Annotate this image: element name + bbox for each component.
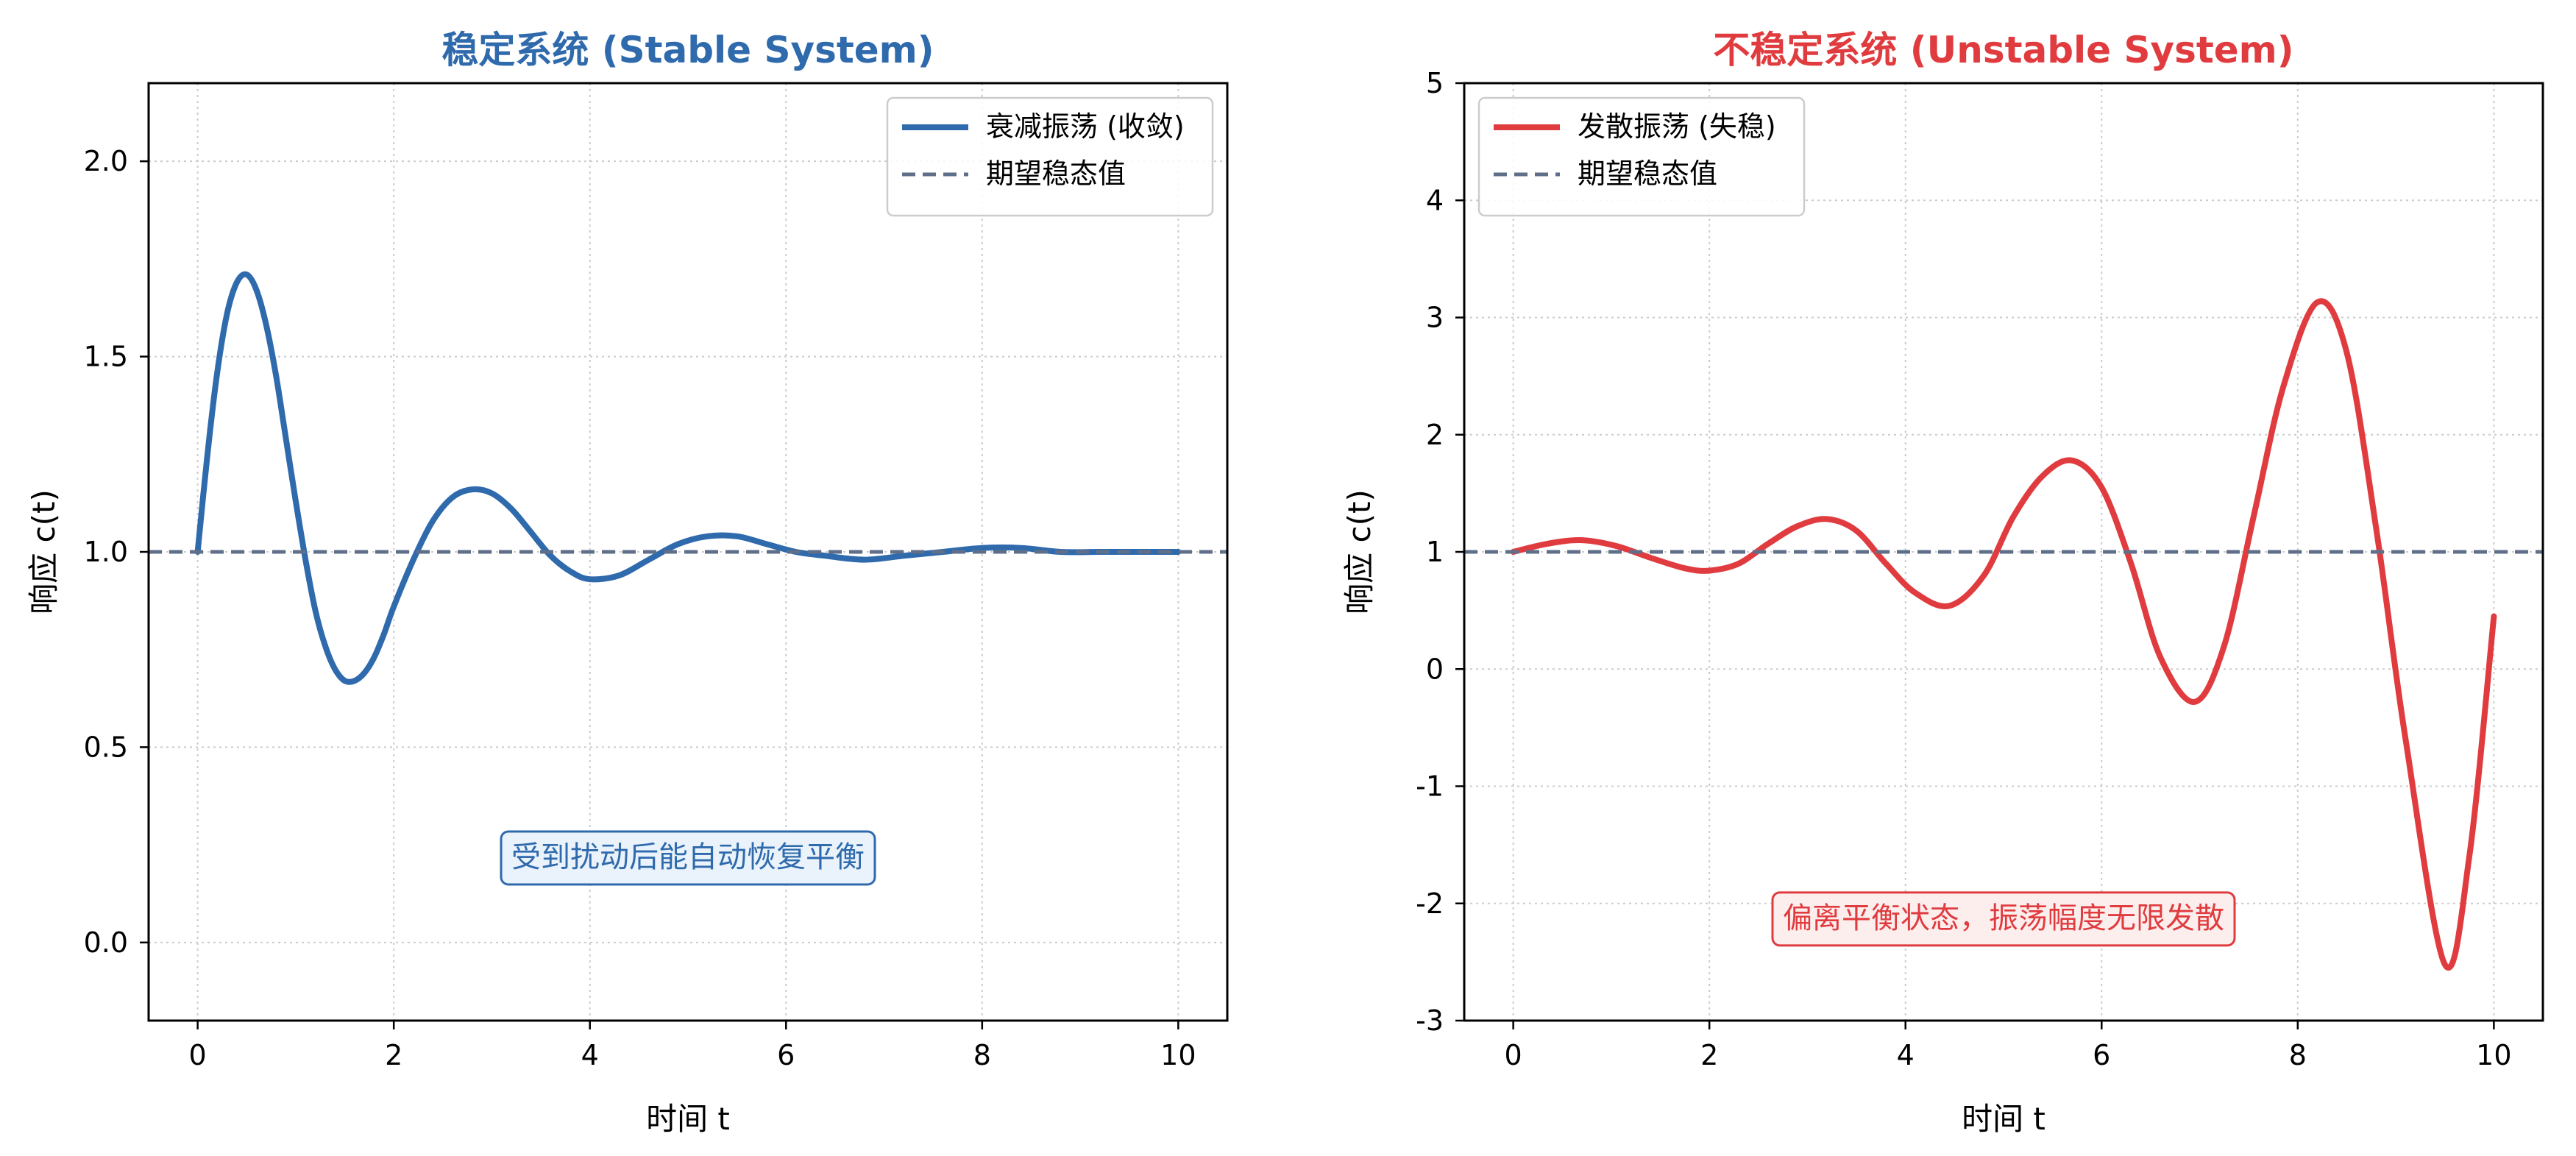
y-tick-label: 1.5	[84, 341, 128, 373]
annotation: 偏离平衡状态，振荡幅度无限发散	[1771, 891, 2236, 947]
legend-box	[1477, 96, 1806, 217]
x-axis: 0 2 4 6 8 10	[1505, 1021, 2512, 1071]
x-axis: 0 2 4 6 8 10	[189, 1021, 1196, 1071]
x-tick-label: 0	[1505, 1039, 1522, 1071]
x-axis-label: 时间 t	[646, 1101, 730, 1137]
x-tick-label: 4	[1897, 1039, 1915, 1071]
y-tick-label: 5	[1426, 67, 1444, 99]
y-tick-label: -3	[1416, 1004, 1444, 1037]
x-tick-label: 8	[2289, 1039, 2307, 1071]
y-tick-label: 2.0	[84, 145, 128, 177]
y-axis-label: 响应 c(t)	[26, 489, 62, 614]
response-curve	[194, 271, 1182, 685]
x-tick-label: 6	[777, 1039, 795, 1071]
x-tick-label: 10	[1160, 1039, 1196, 1071]
legend-label: 期望稳态值	[1578, 157, 1717, 190]
y-axis: 0.0 0.5 1.0 1.5 2.0	[84, 145, 149, 959]
x-tick-label: 2	[385, 1039, 402, 1071]
x-tick-label: 0	[189, 1039, 207, 1071]
y-tick-label: 4	[1426, 184, 1444, 216]
x-tick-label: 4	[581, 1039, 599, 1071]
x-tick-label: 10	[2476, 1039, 2511, 1071]
legend-label: 发散振荡 (失稳)	[1578, 110, 1776, 143]
y-tick-label: 0.0	[84, 926, 128, 959]
legend-label: 衰减振荡 (收敛)	[986, 110, 1185, 143]
x-tick-label: 8	[973, 1039, 991, 1071]
unstable-system-chart: 0 2 4 6 8 10 -3 -2 -1 0 1 2 3 4 5 时间 t 响应 c(t) 不稳定系统 (Uns…	[1341, 29, 2544, 1137]
y-tick-label: 1	[1426, 536, 1444, 568]
legend-label: 期望稳态值	[986, 157, 1126, 190]
annotation-text: 偏离平衡状态，振荡幅度无限发散	[1783, 901, 2224, 935]
annotation-text: 受到扰动后能自动恢复平衡	[511, 840, 865, 874]
annotation-box	[500, 830, 876, 886]
y-tick-label: -1	[1416, 770, 1444, 803]
y-tick-label: 2	[1426, 419, 1444, 451]
chart-title: 稳定系统 (Stable System)	[441, 29, 934, 71]
legend: 发散振荡 (失稳) 期望稳态值	[1477, 96, 1806, 217]
x-tick-label: 6	[2093, 1039, 2110, 1071]
y-tick-label: -2	[1416, 887, 1444, 920]
legend: 衰减振荡 (收敛) 期望稳态值	[886, 96, 1214, 217]
stable-system-chart: 0 2 4 6 8 10 0.0 0.5 1.0 1.5 2.0 时间 t 响应 c(t) 稳定系统 (S…	[26, 29, 1229, 1137]
y-tick-label: 1.0	[84, 536, 128, 568]
series-group	[149, 271, 1227, 685]
annotation: 受到扰动后能自动恢复平衡	[500, 830, 876, 886]
annotation-box	[1771, 891, 2236, 947]
x-tick-label: 2	[1700, 1039, 1718, 1071]
y-tick-label: 3	[1426, 302, 1444, 334]
chart-title: 不稳定系统 (Unstable System)	[1713, 29, 2293, 71]
y-tick-label: 0	[1426, 653, 1444, 685]
x-axis-label: 时间 t	[1962, 1101, 2045, 1137]
y-axis: -3 -2 -1 0 1 2 3 4 5	[1416, 67, 1464, 1037]
series-group	[1464, 298, 2543, 971]
legend-box	[886, 96, 1214, 217]
y-axis-label: 响应 c(t)	[1341, 489, 1377, 614]
response-curve	[1510, 298, 2497, 971]
y-tick-label: 0.5	[84, 731, 128, 763]
